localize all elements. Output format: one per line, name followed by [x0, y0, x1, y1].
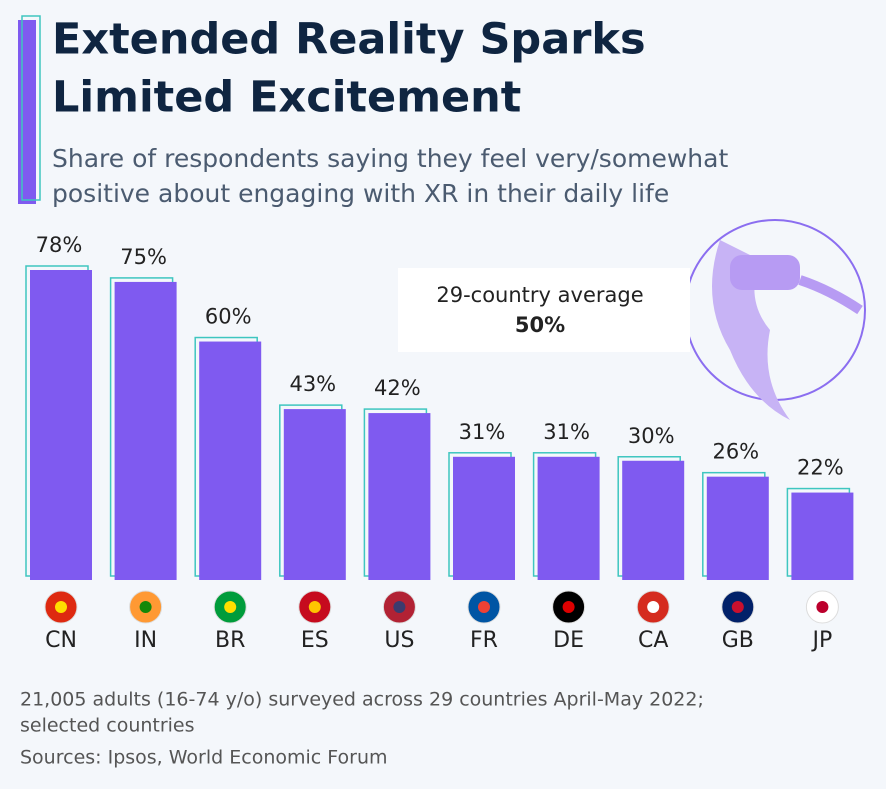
bar — [199, 341, 262, 580]
value-label: 78% — [36, 233, 83, 257]
bar — [791, 492, 854, 580]
value-label: 22% — [797, 456, 844, 480]
bar — [706, 476, 769, 580]
value-label: 60% — [205, 305, 252, 329]
annotation-value: 50% — [515, 313, 565, 337]
bar — [537, 456, 600, 580]
flag-detail — [308, 601, 321, 613]
x-tick-label: IN — [134, 628, 157, 653]
chart-title: Limited Excitement — [52, 73, 521, 123]
value-label: 31% — [459, 420, 506, 444]
value-label: 43% — [289, 372, 336, 396]
annotation-text: 29-country average — [436, 283, 643, 307]
footnote: 21,005 adults (16-74 y/o) surveyed acros… — [20, 689, 704, 711]
flag-detail — [393, 601, 406, 613]
value-label: 31% — [543, 420, 590, 444]
value-label: 30% — [628, 424, 675, 448]
bar — [368, 413, 431, 580]
x-tick-label: ES — [301, 628, 329, 653]
source: Sources: Ipsos, World Economic Forum — [20, 747, 388, 769]
x-tick-label: CA — [638, 628, 668, 653]
value-label: 42% — [374, 376, 421, 400]
flag-detail — [562, 601, 575, 613]
x-tick-label: DE — [553, 628, 584, 653]
x-tick-label: BR — [215, 628, 245, 653]
bar — [453, 456, 515, 580]
annotation-box — [398, 268, 690, 352]
footnote: selected countries — [20, 715, 195, 737]
subtitle: positive about engaging with XR in their… — [52, 179, 669, 208]
accent-bar — [18, 20, 36, 204]
flag-detail — [55, 601, 67, 613]
bar — [30, 270, 92, 580]
flag-detail — [139, 601, 152, 613]
value-label: 26% — [712, 440, 759, 464]
flag-detail — [478, 601, 490, 613]
accent-outline — [21, 15, 41, 201]
chart-title: Extended Reality Sparks — [52, 15, 646, 65]
bar — [622, 460, 685, 580]
x-tick-label: US — [384, 628, 414, 653]
flag-detail — [731, 601, 744, 613]
bar — [283, 409, 346, 580]
illustration — [684, 219, 866, 420]
value-label: 75% — [120, 245, 167, 269]
flag-detail — [816, 601, 829, 613]
bar — [114, 281, 177, 580]
x-tick-label: FR — [470, 628, 498, 653]
subtitle: Share of respondents saying they feel ve… — [52, 144, 728, 173]
x-tick-label: CN — [45, 628, 77, 653]
flag-detail — [224, 601, 237, 613]
flag-detail — [647, 601, 660, 613]
x-tick-label: GB — [722, 628, 754, 653]
x-tick-label: JP — [811, 628, 833, 653]
